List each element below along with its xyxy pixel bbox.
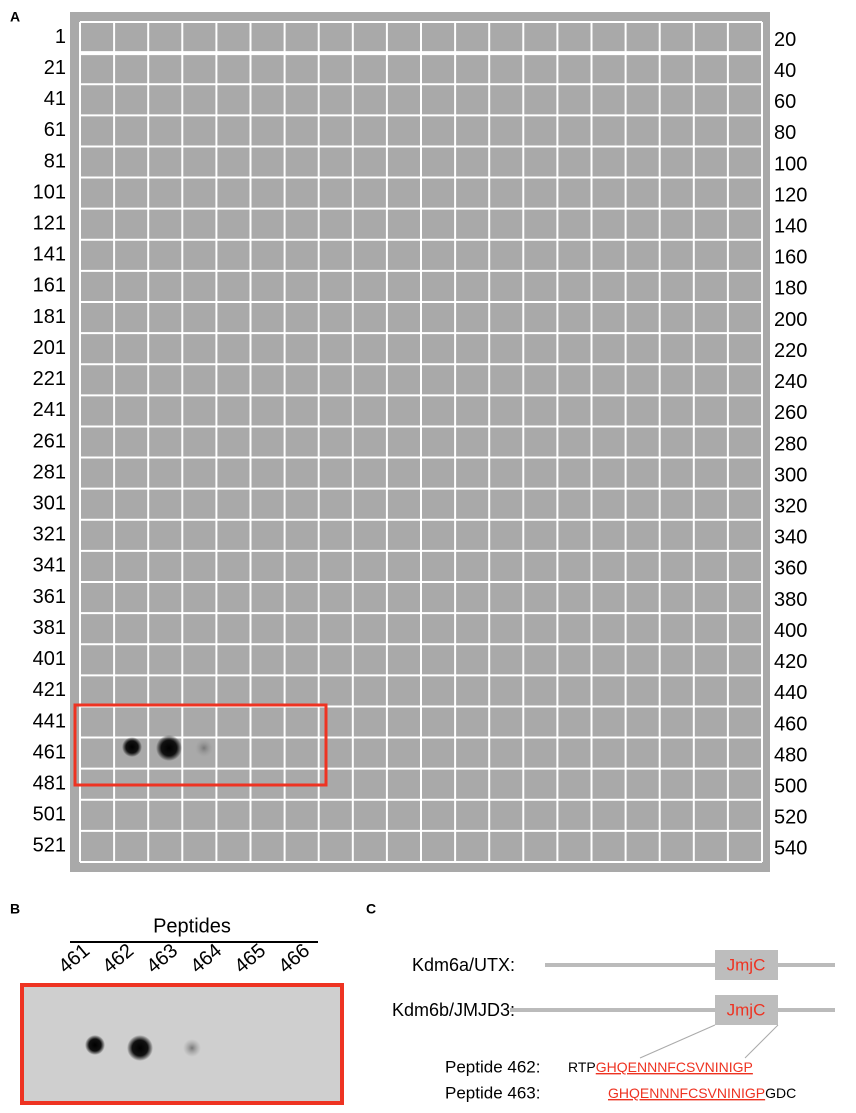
row-label-right: 440 xyxy=(774,682,807,704)
row-label-left: 261 xyxy=(33,430,66,452)
peptide-labels: 461 462 463 464 465 466 xyxy=(54,940,314,978)
spot xyxy=(127,1035,153,1061)
row-label-right: 20 xyxy=(774,29,796,51)
row-label-left: 321 xyxy=(33,524,66,546)
row-label-right: 520 xyxy=(774,807,807,829)
row-label-right: 480 xyxy=(774,744,807,766)
row-label-left: 81 xyxy=(44,150,66,172)
row-label-right: 100 xyxy=(774,153,807,175)
grid xyxy=(79,21,763,863)
highlight-box xyxy=(73,703,328,787)
row-label-right: 140 xyxy=(774,216,807,238)
row-label-right: 360 xyxy=(774,558,807,580)
row-label-left: 181 xyxy=(33,306,66,328)
peptide-label: Peptide 462: xyxy=(445,1057,540,1076)
row-label-left: 421 xyxy=(33,679,66,701)
peptide-number: 463 xyxy=(142,940,182,978)
row-label-right: 420 xyxy=(774,651,807,673)
row-label-right: 340 xyxy=(774,527,807,549)
row-label-right: 540 xyxy=(774,838,807,860)
row-label-left: 501 xyxy=(33,804,66,826)
row-label-right: 500 xyxy=(774,776,807,798)
connector xyxy=(744,1024,779,1059)
row-label-right: 80 xyxy=(774,122,796,144)
panel-label: C xyxy=(366,901,376,917)
seq-suffix: GDC xyxy=(765,1085,796,1101)
domain-name: JmjC xyxy=(727,1000,766,1019)
peptide-number: 466 xyxy=(274,940,314,978)
seq-core: GHQENNNFCSVNINIGP xyxy=(608,1085,765,1101)
peptide-number: 465 xyxy=(230,940,270,978)
row-label-right: 200 xyxy=(774,309,807,331)
row-label-left: 381 xyxy=(33,617,66,639)
sequence: GHQENNNFCSVNINIGPGDC xyxy=(608,1085,796,1101)
sequence: RTPGHQENNNFCSVNINIGP xyxy=(568,1059,753,1075)
row-label-right: 280 xyxy=(774,433,807,455)
row-label-right: 300 xyxy=(774,464,807,486)
row-label-left: 461 xyxy=(33,741,66,763)
protein-name: Kdm6b/JMJD3: xyxy=(392,1000,515,1020)
row-label-right: 320 xyxy=(774,496,807,518)
panel-label: B xyxy=(10,901,20,917)
row-label-right: 260 xyxy=(774,402,807,424)
domain-name: JmjC xyxy=(727,955,766,974)
row-label-right: 380 xyxy=(774,589,807,611)
row-label-right: 240 xyxy=(774,371,807,393)
row-label-left: 281 xyxy=(33,461,66,483)
row-label-right: 40 xyxy=(774,60,796,82)
row-label-right: 120 xyxy=(774,184,807,206)
connector xyxy=(639,1024,716,1059)
peptides-title: Peptides xyxy=(153,915,231,937)
row-label-left: 61 xyxy=(44,119,66,141)
row-label-left: 241 xyxy=(33,399,66,421)
row-label-left: 481 xyxy=(33,773,66,795)
row-label-left: 21 xyxy=(44,57,66,79)
row-label-right: 180 xyxy=(774,278,807,300)
spot xyxy=(85,1035,105,1055)
row-label-left: 301 xyxy=(33,493,66,515)
row-label-left: 401 xyxy=(33,648,66,670)
row-label-right: 160 xyxy=(774,247,807,269)
protein-name: Kdm6a/UTX: xyxy=(412,955,515,975)
peptide-number: 464 xyxy=(186,940,226,978)
row-label-right: 220 xyxy=(774,340,807,362)
spot xyxy=(195,739,213,757)
spot xyxy=(156,735,182,761)
row-label-right: 400 xyxy=(774,620,807,642)
row-label-left: 141 xyxy=(33,244,66,266)
row-label-left: 101 xyxy=(33,181,66,203)
row-label-left: 201 xyxy=(33,337,66,359)
row-label-left: 41 xyxy=(44,88,66,110)
row-label-left: 341 xyxy=(33,555,66,577)
row-label-left: 121 xyxy=(33,213,66,235)
spot xyxy=(122,737,142,757)
row-label-left: 441 xyxy=(33,710,66,732)
row-label-right: 60 xyxy=(774,91,796,113)
peptide-number: 462 xyxy=(98,940,138,978)
seq-prefix: RTP xyxy=(568,1059,596,1075)
panel-label: A xyxy=(10,9,20,25)
row-label-left: 521 xyxy=(33,835,66,857)
row-label-left: 221 xyxy=(33,368,66,390)
domain-box xyxy=(715,950,778,980)
peptide-number: 461 xyxy=(54,940,94,978)
domain-box xyxy=(715,995,778,1025)
zoom-box xyxy=(20,983,344,1105)
row-label-left: 361 xyxy=(33,586,66,608)
row-label-right: 460 xyxy=(774,713,807,735)
spot xyxy=(183,1039,201,1057)
row-label-left: 1 xyxy=(55,26,66,48)
row-label-left: 161 xyxy=(33,275,66,297)
seq-core: GHQENNNFCSVNINIGP xyxy=(596,1059,753,1075)
peptide-label: Peptide 463: xyxy=(445,1083,540,1102)
